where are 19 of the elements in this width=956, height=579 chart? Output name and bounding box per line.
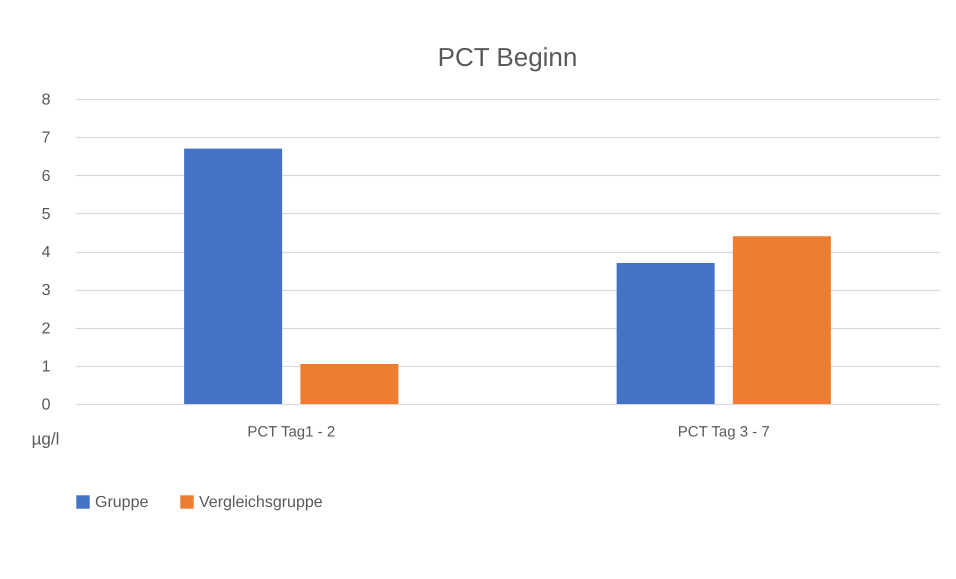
- y-tick-label: 0: [42, 396, 51, 414]
- y-tick-label: 3: [42, 282, 51, 300]
- y-tick-label: 6: [42, 168, 51, 185]
- y-tick-label: 2: [42, 320, 51, 338]
- y-tick-label: 5: [42, 206, 51, 223]
- y-axis-title: µg/l: [32, 430, 60, 448]
- bar: [616, 262, 715, 404]
- bar: [184, 148, 282, 404]
- y-tick-label: 4: [42, 244, 51, 261]
- x-tick-label: PCT Tag1 - 2: [247, 424, 336, 440]
- y-tick-label: 1: [42, 358, 51, 376]
- legend-label: Vergleichsgruppe: [199, 494, 323, 511]
- bar: [300, 364, 398, 404]
- y-tick-label: 8: [42, 92, 51, 108]
- chart-title: PCT Beginn: [438, 42, 578, 72]
- bar: [732, 236, 831, 404]
- legend-label: Gruppe: [95, 494, 148, 511]
- x-tick-label: PCT Tag 3 - 7: [678, 424, 770, 440]
- y-tick-label: 7: [42, 130, 51, 147]
